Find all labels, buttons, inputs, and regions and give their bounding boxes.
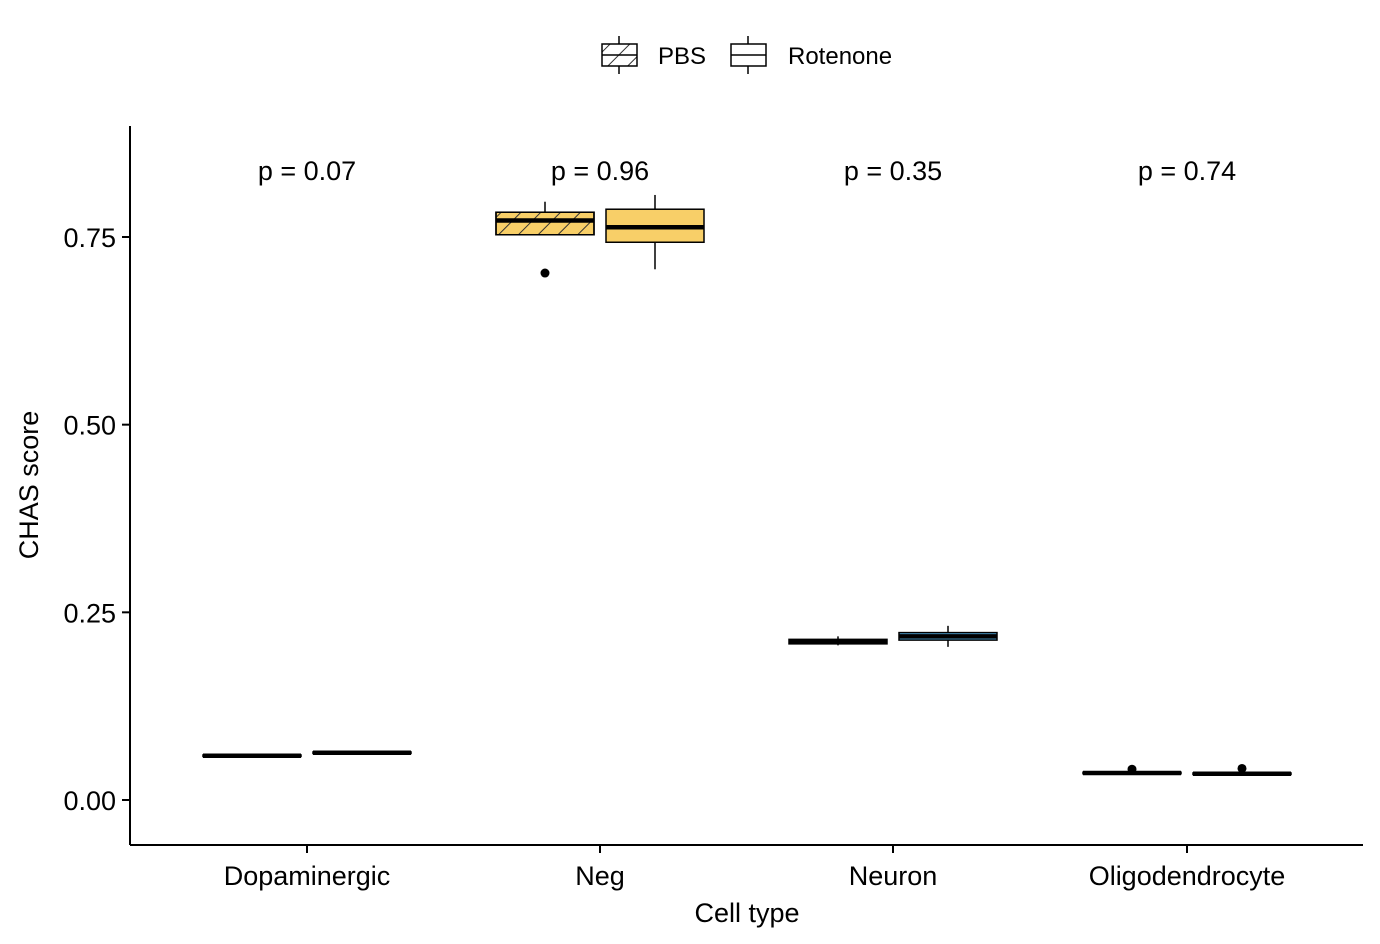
x-axis-ticks: Dopaminergic Neg Neuron Oligodendrocyte <box>224 845 1286 891</box>
y-tick-label: 0.00 <box>63 786 116 816</box>
x-tick-label: Neuron <box>849 861 938 891</box>
p-value-label: p = 0.07 <box>258 156 356 186</box>
legend-item-rotenone: Rotenone <box>730 36 892 74</box>
outlier-point <box>1237 763 1247 773</box>
y-tick-label: 0.50 <box>63 411 116 441</box>
y-tick-label: 0.75 <box>63 223 116 253</box>
boxplot-boxes <box>202 194 1292 776</box>
y-tick-label: 0.25 <box>63 598 116 628</box>
box-dopaminergic-rotenone <box>312 750 412 755</box>
p-value-label: p = 0.35 <box>844 156 942 186</box>
p-value-annotations: p = 0.07 p = 0.96 p = 0.35 p = 0.74 <box>258 156 1236 186</box>
outlier-point <box>540 268 550 278</box>
x-tick-label: Oligodendrocyte <box>1089 861 1286 891</box>
box-hatch <box>495 211 595 236</box>
legend-label-pbs: PBS <box>658 43 706 70</box>
box-neg-rotenone <box>605 194 705 270</box>
box-oligodendrocyte-pbs <box>1082 764 1182 776</box>
box-neuron-rotenone <box>898 625 998 647</box>
box-dopaminergic-pbs <box>202 753 302 758</box>
y-axis-ticks: 0.00 0.25 0.50 0.75 <box>63 223 130 816</box>
legend-label-rotenone: Rotenone <box>788 43 892 70</box>
y-axis-title: CHAS score <box>14 411 44 560</box>
x-tick-label: Dopaminergic <box>224 861 391 891</box>
legend-item-pbs: PBS <box>601 36 706 74</box>
outlier-point <box>1127 764 1137 774</box>
legend: PBS Rotenone <box>601 36 892 74</box>
box-neg-pbs <box>495 201 595 278</box>
x-tick-label: Neg <box>575 861 625 891</box>
box-neuron-pbs <box>788 636 888 646</box>
box-oligodendrocyte-rotenone <box>1192 763 1292 776</box>
p-value-label: p = 0.96 <box>551 156 649 186</box>
p-value-label: p = 0.74 <box>1138 156 1236 186</box>
x-axis-title: Cell type <box>694 898 799 928</box>
